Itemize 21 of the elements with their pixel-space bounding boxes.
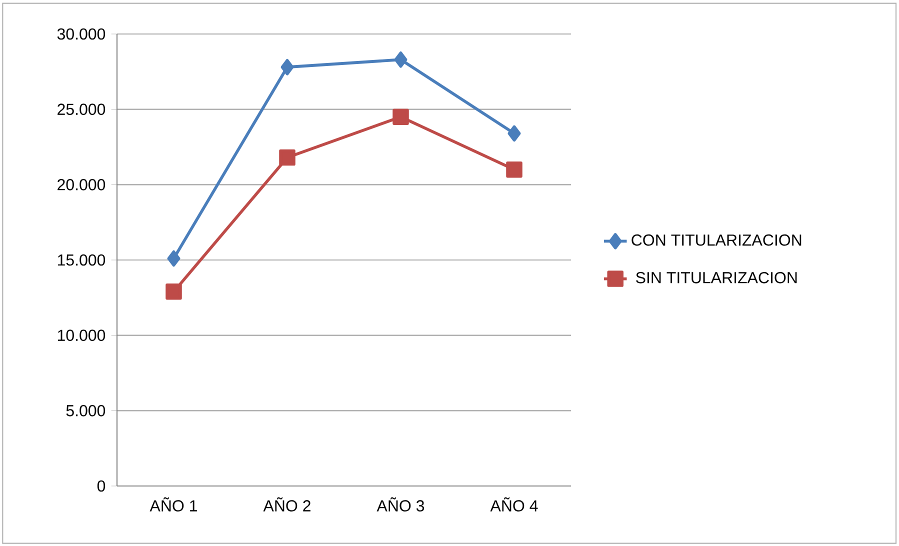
x-tick-label: AÑO 1 [150, 497, 197, 512]
x-tick-label: AÑO 3 [376, 497, 424, 512]
x-tick-label: AÑO 2 [263, 497, 310, 512]
point [279, 149, 296, 166]
point [394, 51, 408, 68]
y-tick-label: 25.000 [58, 104, 106, 115]
y-tick-label: 10.000 [58, 330, 106, 341]
point [167, 250, 180, 267]
y-tick-label: 0 [97, 480, 106, 492]
legend-label: SIN TITULARIZACION [636, 272, 797, 284]
point [166, 284, 182, 300]
point [506, 161, 522, 178]
y-tick-label: 30.000 [57, 28, 106, 40]
point [508, 125, 521, 142]
point [280, 59, 294, 76]
y-tick-label: 5.000 [66, 405, 106, 416]
point [392, 108, 409, 125]
legend-label: CON TITULARIZACION [632, 234, 802, 246]
y-tick-label: 20.000 [58, 179, 106, 190]
x-tick-label: AÑO 4 [490, 497, 538, 512]
y-tick-label: 15.000 [58, 254, 106, 266]
